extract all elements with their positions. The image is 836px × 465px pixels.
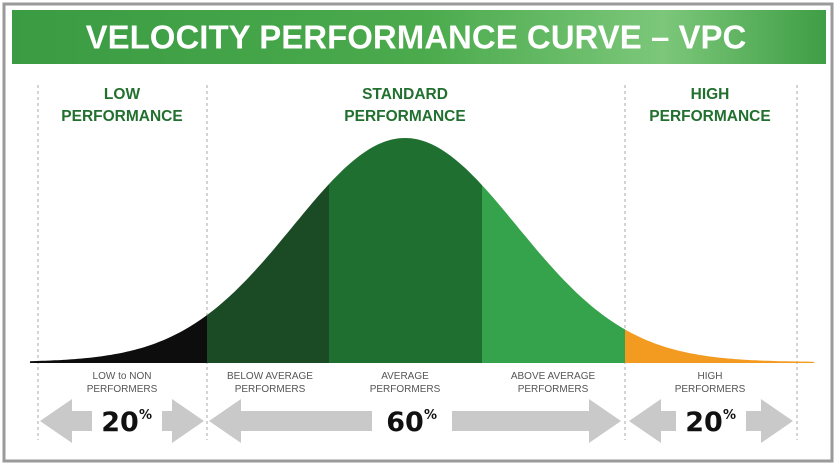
dividers xyxy=(37,85,798,440)
section-title: PERFORMANCE xyxy=(344,108,465,125)
segment-label: PERFORMERS xyxy=(370,384,441,395)
section-title: STANDARD xyxy=(362,86,448,103)
segment-label: HIGH xyxy=(698,371,723,382)
pct-bg xyxy=(92,404,162,438)
segment-label: LOW to NON xyxy=(93,371,152,382)
segment-label: PERFORMERS xyxy=(235,384,306,395)
share-unit: % xyxy=(139,408,152,423)
segment-label: ABOVE AVERAGE xyxy=(511,371,596,382)
segment-label: PERFORMERS xyxy=(87,384,158,395)
segment-label: PERFORMERS xyxy=(518,384,589,395)
section-title: HIGH xyxy=(691,86,730,103)
pct-bg xyxy=(676,404,746,438)
share-unit: % xyxy=(723,408,736,423)
pct-bg xyxy=(372,404,452,438)
section-title: PERFORMANCE xyxy=(649,108,770,125)
section-title: LOW xyxy=(104,86,141,103)
section-title: PERFORMANCE xyxy=(61,108,182,125)
segment-label: PERFORMERS xyxy=(675,384,746,395)
share-number: 20 xyxy=(685,407,723,438)
segment-label: AVERAGE xyxy=(381,371,429,382)
share-number: 60 xyxy=(386,407,424,438)
share-number: 20 xyxy=(101,407,139,438)
share-unit: % xyxy=(424,408,437,423)
segment-label: BELOW AVERAGE xyxy=(227,371,313,382)
title: VELOCITY PERFORMANCE CURVE – VPC xyxy=(86,19,747,56)
header-band xyxy=(12,10,826,64)
